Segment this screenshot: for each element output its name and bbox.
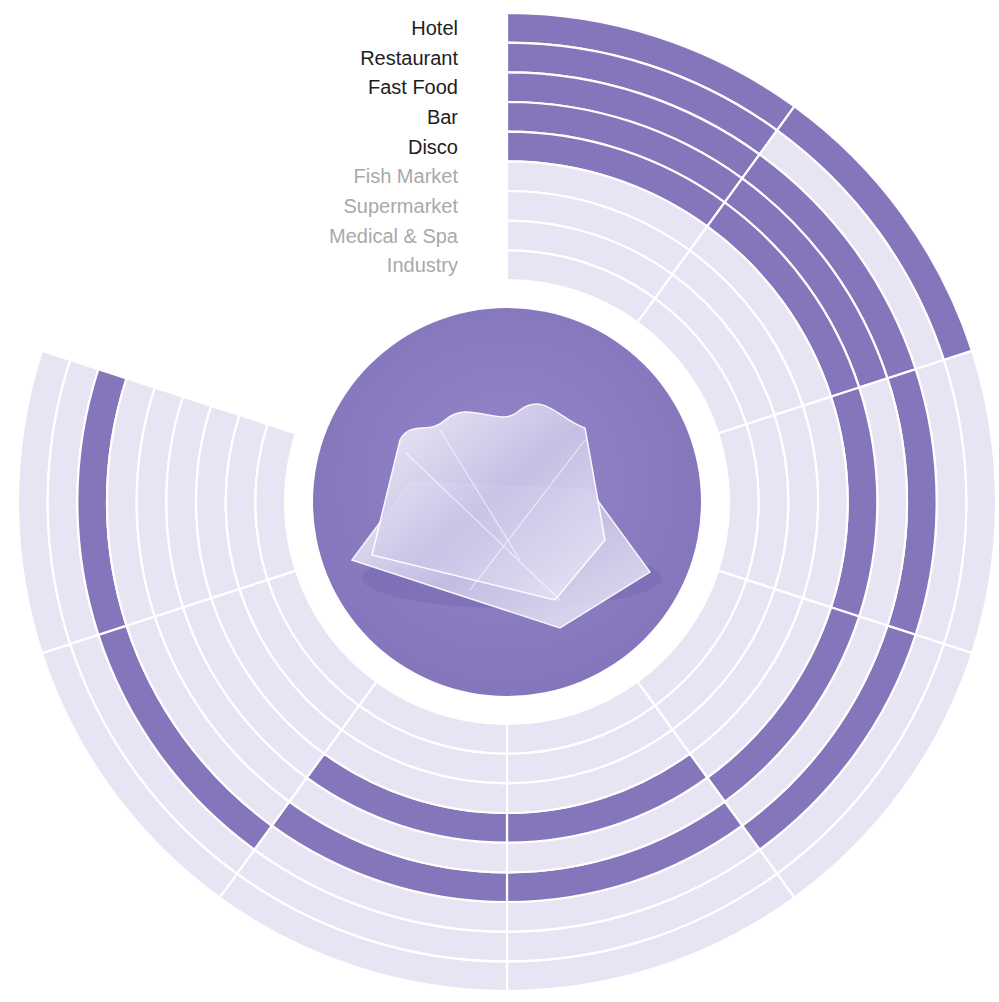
category-label: Hotel	[411, 17, 458, 39]
rings	[18, 13, 996, 991]
ice-highlights	[405, 430, 585, 600]
ring-segment	[718, 424, 759, 580]
category-label: Fast Food	[368, 76, 458, 98]
labels: Hotel Restaurant Fast Food Bar Disco Fish Mar…	[329, 17, 459, 276]
category-label: Disco	[408, 136, 458, 158]
category-label: Fish Market	[354, 165, 459, 187]
category-label: Industry	[387, 254, 458, 276]
category-label: Supermarket	[344, 195, 459, 217]
center-image	[313, 308, 701, 696]
category-label: Bar	[427, 106, 458, 128]
chart: Hotel Restaurant Fast Food Bar Disco Fish Mar…	[0, 0, 999, 1002]
center-circle	[313, 308, 701, 696]
category-label: Restaurant	[360, 47, 458, 69]
category-label: Medical & Spa	[329, 225, 459, 247]
ring-segment	[255, 424, 296, 580]
ice-top	[372, 404, 605, 600]
